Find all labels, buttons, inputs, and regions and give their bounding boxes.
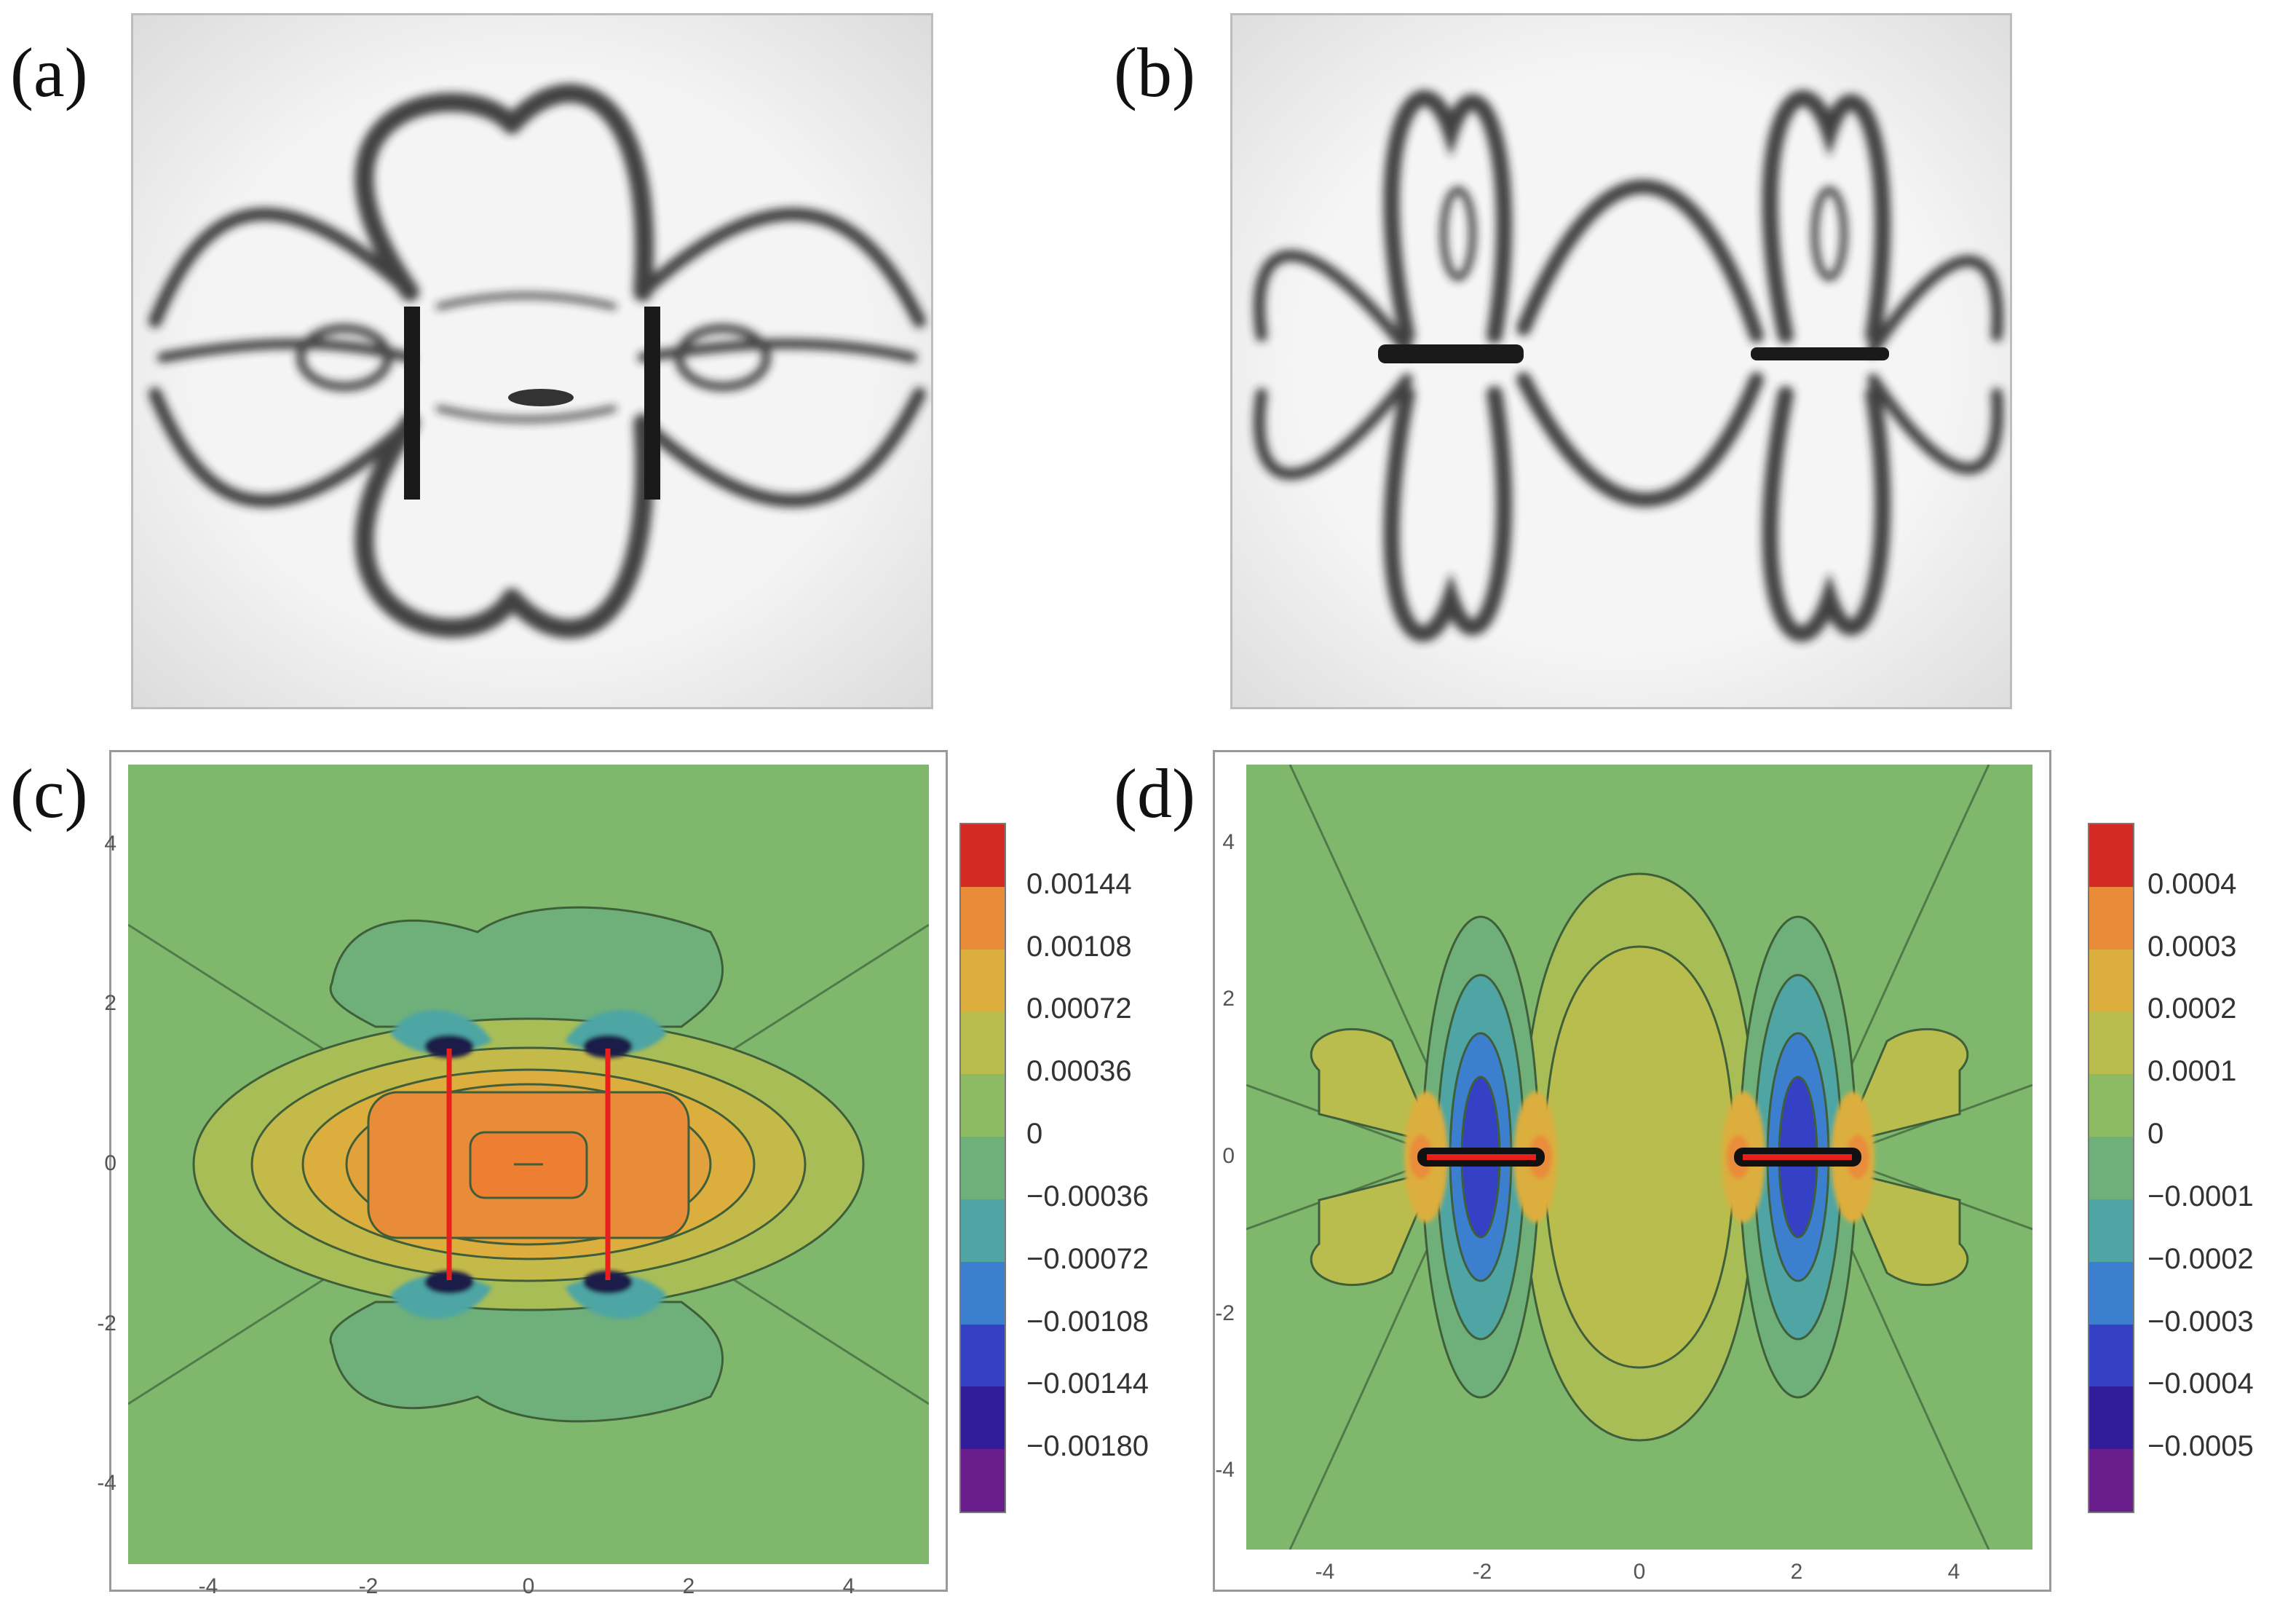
x-tick-label: -4 bbox=[198, 1574, 218, 1598]
y-tick-label: -2 bbox=[1215, 1301, 1235, 1325]
colorbar-swatch bbox=[2089, 1137, 2133, 1199]
photoelastic-image-b bbox=[1230, 13, 2012, 709]
colorbar-swatch bbox=[2089, 1074, 2133, 1137]
colorbar-swatch bbox=[961, 1074, 1005, 1137]
y-tick-label: 0 bbox=[1222, 1144, 1235, 1168]
y-tick-label: 2 bbox=[104, 991, 116, 1016]
colorbar-swatch bbox=[2089, 1386, 2133, 1450]
colorbar-label: −0.00036 bbox=[1026, 1180, 1149, 1212]
colorbar-label: −0.00180 bbox=[1026, 1430, 1149, 1463]
photoelastic-image-a bbox=[131, 13, 933, 709]
colorbar-label: 0.0003 bbox=[2147, 930, 2237, 963]
colorbar-label: 0.00108 bbox=[1026, 930, 1132, 963]
colorbar-swatch bbox=[2089, 949, 2133, 1012]
colorbar-label: 0.0001 bbox=[2147, 1055, 2237, 1088]
colorbar-swatch bbox=[961, 1011, 1005, 1075]
x-tick-label: -2 bbox=[358, 1574, 379, 1598]
colorbar-label: 0.00072 bbox=[1026, 992, 1132, 1025]
colorbar-swatch bbox=[961, 1449, 1005, 1512]
colorbar-swatch bbox=[961, 949, 1005, 1012]
colorbar-swatch bbox=[2089, 1449, 2133, 1512]
x-tick-label: 2 bbox=[682, 1574, 695, 1598]
colorbar-swatch bbox=[2089, 1199, 2133, 1262]
x-tick-label: 0 bbox=[522, 1574, 535, 1598]
colorbar-label: 0.00144 bbox=[1026, 867, 1132, 900]
colorbar-label: 0.0004 bbox=[2147, 867, 2237, 900]
panel-label-d: (d) bbox=[1114, 754, 1195, 832]
colorbar-swatch bbox=[961, 886, 1005, 950]
panel-label-a: (a) bbox=[10, 33, 88, 111]
y-tick-label: 0 bbox=[104, 1151, 116, 1175]
colorbar-label: 0 bbox=[2147, 1118, 2164, 1151]
contour-plot-c bbox=[128, 765, 929, 1564]
x-tick-label: 2 bbox=[1790, 1560, 1803, 1584]
x-tick-label: 0 bbox=[1633, 1560, 1646, 1584]
y-tick-label: 2 bbox=[1222, 987, 1235, 1011]
colorbar-swatch bbox=[961, 1386, 1005, 1450]
panel-label-b: (b) bbox=[1114, 33, 1195, 111]
panel-label-c: (c) bbox=[10, 754, 88, 832]
colorbar-swatch bbox=[2089, 1261, 2133, 1325]
colorbar-label: 0.0002 bbox=[2147, 992, 2237, 1025]
colorbar-swatch bbox=[2089, 1011, 2133, 1075]
x-tick-label: 4 bbox=[1947, 1560, 1960, 1584]
contour-plot-d bbox=[1246, 765, 2032, 1550]
colorbar-label: −0.00144 bbox=[1026, 1368, 1149, 1400]
colorbar-label: −0.0005 bbox=[2147, 1430, 2254, 1463]
colorbar-swatch bbox=[2089, 1324, 2133, 1387]
x-tick-label: -4 bbox=[1315, 1560, 1335, 1584]
colorbar-label: 0 bbox=[1026, 1118, 1043, 1151]
colorbar-swatch bbox=[2089, 824, 2133, 887]
colorbar-label: −0.00072 bbox=[1026, 1242, 1149, 1275]
colorbar-label: −0.00108 bbox=[1026, 1305, 1149, 1338]
colorbar-label: −0.0004 bbox=[2147, 1368, 2254, 1400]
colorbar-label: 0.00036 bbox=[1026, 1055, 1132, 1088]
y-tick-label: 4 bbox=[104, 831, 116, 856]
colorbar-swatch bbox=[961, 1199, 1005, 1262]
y-tick-label: -2 bbox=[97, 1311, 116, 1335]
colorbar-c bbox=[959, 823, 1006, 1513]
colorbar-label: −0.0002 bbox=[2147, 1242, 2254, 1275]
x-tick-label: 4 bbox=[842, 1574, 855, 1598]
colorbar-label: −0.0003 bbox=[2147, 1305, 2254, 1338]
y-tick-label: -4 bbox=[97, 1471, 116, 1496]
y-tick-label: 4 bbox=[1222, 829, 1235, 854]
colorbar-swatch bbox=[961, 1261, 1005, 1325]
colorbar-swatch bbox=[2089, 886, 2133, 950]
colorbar-swatch bbox=[961, 1324, 1005, 1387]
y-tick-label: -4 bbox=[1215, 1458, 1235, 1483]
x-tick-label: -2 bbox=[1472, 1560, 1492, 1584]
colorbar-d bbox=[2088, 823, 2134, 1513]
colorbar-swatch bbox=[961, 824, 1005, 887]
colorbar-label: −0.0001 bbox=[2147, 1180, 2254, 1212]
colorbar-swatch bbox=[961, 1137, 1005, 1199]
